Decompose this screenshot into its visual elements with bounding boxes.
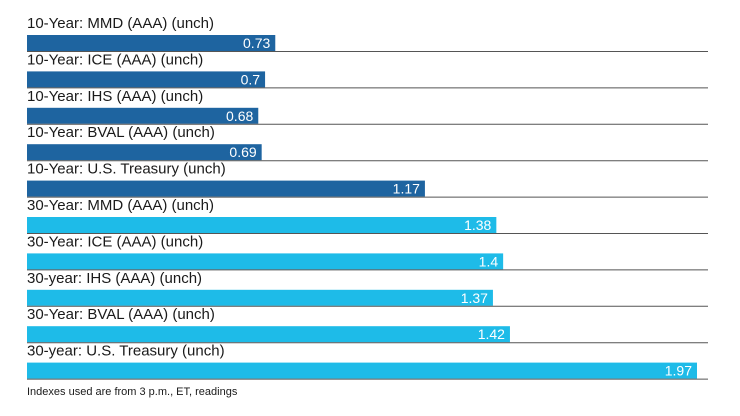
value-label: 0.68 <box>226 108 253 124</box>
value-label: 1.38 <box>464 217 491 233</box>
value-label: 1.42 <box>478 326 505 342</box>
bar <box>27 326 510 343</box>
category-label: 10-Year: IHS (AAA) (unch) <box>27 88 203 105</box>
bar <box>27 253 504 270</box>
category-label: 10-Year: MMD (AAA) (unch) <box>27 15 214 32</box>
chart-row: 10-Year: BVAL (AAA) (unch) 0.69 <box>27 124 708 162</box>
chart-row: 10-Year: MMD (AAA) (unch) 0.73 <box>27 15 708 52</box>
bar <box>27 180 425 197</box>
category-label: 30-Year: ICE (AAA) (unch) <box>27 233 203 250</box>
value-label: 1.4 <box>479 253 499 269</box>
category-label: 30-year: IHS (AAA) (unch) <box>27 270 202 287</box>
chart-row: 10-Year: U.S. Treasury (unch) 1.17 <box>27 161 708 198</box>
value-label: 1.97 <box>665 363 692 379</box>
value-label: 0.73 <box>243 35 270 51</box>
bar <box>27 71 266 88</box>
chart-row: 30-year: IHS (AAA) (unch) 1.37 <box>27 270 708 307</box>
category-label: 10-Year: U.S. Treasury (unch) <box>27 161 226 178</box>
value-label: 1.37 <box>461 290 488 306</box>
value-label: 1.17 <box>393 181 420 197</box>
category-label: 10-Year: BVAL (AAA) (unch) <box>27 124 215 141</box>
chart-row: 30-Year: MMD (AAA) (unch) 1.38 <box>27 197 708 234</box>
category-label: 30-Year: BVAL (AAA) (unch) <box>27 306 215 323</box>
bar <box>27 289 493 306</box>
footnote: Indexes used are from 3 p.m., ET, readin… <box>27 386 238 398</box>
bar <box>27 144 262 161</box>
chart-row: 10-Year: ICE (AAA) (unch) 0.7 <box>27 51 708 89</box>
chart-row: 30-year: U.S. Treasury (unch) 1.97 <box>27 343 708 380</box>
value-label: 0.7 <box>241 71 261 87</box>
bar <box>27 107 259 124</box>
category-label: 30-Year: MMD (AAA) (unch) <box>27 197 214 214</box>
category-label: 10-Year: ICE (AAA) (unch) <box>27 51 203 68</box>
bar <box>27 217 497 233</box>
bar <box>27 35 276 51</box>
chart-row: 10-Year: IHS (AAA) (unch) 0.68 <box>27 88 708 125</box>
category-label: 30-year: U.S. Treasury (unch) <box>27 343 225 360</box>
value-label: 0.69 <box>229 144 256 160</box>
chart-row: 30-Year: BVAL (AAA) (unch) 1.42 <box>27 306 708 344</box>
bar <box>27 362 697 379</box>
chart-row: 30-Year: ICE (AAA) (unch) 1.4 <box>27 233 708 271</box>
